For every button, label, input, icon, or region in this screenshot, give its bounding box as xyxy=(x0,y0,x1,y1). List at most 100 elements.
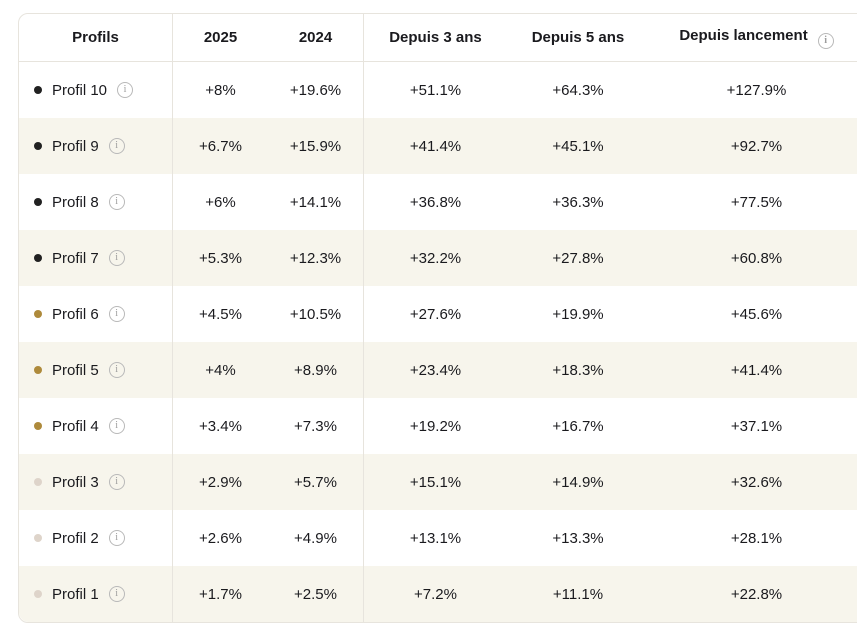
value-cell: +45.1% xyxy=(507,118,649,174)
value-cell: +18.3% xyxy=(507,342,649,398)
value-cell: +4.9% xyxy=(268,510,364,566)
profile-cell-content: Profil 5 i xyxy=(34,362,171,379)
value-cell: +60.8% xyxy=(649,230,857,286)
value-cell: +28.1% xyxy=(649,510,857,566)
value-cell: +4% xyxy=(173,342,268,398)
value-cell: +11.1% xyxy=(507,566,649,622)
column-header-2025: 2025 xyxy=(173,14,268,62)
profile-dot-icon xyxy=(34,590,42,598)
column-header-label: 2024 xyxy=(298,29,333,46)
profile-dot-icon xyxy=(34,366,42,374)
column-header-profils: Profils xyxy=(19,14,173,62)
profile-dot-icon xyxy=(34,198,42,206)
info-icon[interactable]: i xyxy=(108,250,125,266)
value-cell: +19.9% xyxy=(507,286,649,342)
value-cell: +1.7% xyxy=(173,566,268,622)
value-cell: +7.3% xyxy=(268,398,364,454)
info-icon[interactable]: i xyxy=(108,362,125,378)
value-cell: +19.6% xyxy=(268,62,364,118)
profile-label: Profil 8 xyxy=(52,193,99,211)
info-icon[interactable]: i xyxy=(108,474,125,490)
column-header-2024: 2024 xyxy=(268,14,364,62)
value-cell: +13.1% xyxy=(364,510,507,566)
value-cell: +2.6% xyxy=(173,510,268,566)
profile-label: Profil 1 xyxy=(52,585,99,603)
info-icon[interactable]: i xyxy=(108,418,125,434)
table-row: Profil 1 i +1.7% +2.5% +7.2% +11.1% +22.8% xyxy=(19,566,857,622)
value-cell: +92.7% xyxy=(649,118,857,174)
profile-cell: Profil 8 i xyxy=(19,174,173,230)
value-cell: +13.3% xyxy=(507,510,649,566)
header-row: Profils 2025 2024 Depuis 3 ans Depuis 5 ans D… xyxy=(19,14,857,62)
value-cell: +5.3% xyxy=(173,230,268,286)
profile-label: Profil 10 xyxy=(52,81,108,99)
info-icon[interactable]: i xyxy=(108,138,125,154)
column-header-depuis-5-ans: Depuis 5 ans xyxy=(507,14,649,62)
profile-dot-icon xyxy=(34,478,42,486)
profile-label: Profil 9 xyxy=(52,137,99,155)
profile-cell: Profil 10 i xyxy=(19,62,173,118)
profile-label: Profil 5 xyxy=(52,361,99,379)
value-cell: +15.1% xyxy=(364,454,507,510)
profile-label: Profil 4 xyxy=(52,417,99,435)
column-header-label: Depuis lancement xyxy=(679,26,808,44)
column-header-label: 2025 xyxy=(203,29,238,46)
profile-cell: Profil 3 i xyxy=(19,454,173,510)
info-icon[interactable]: i xyxy=(817,32,834,49)
value-cell: +37.1% xyxy=(649,398,857,454)
profile-dot-icon xyxy=(34,254,42,262)
profile-dot-icon xyxy=(34,534,42,542)
profile-label: Profil 3 xyxy=(52,473,99,491)
value-cell: +27.8% xyxy=(507,230,649,286)
value-cell: +7.2% xyxy=(364,566,507,622)
profile-cell: Profil 9 i xyxy=(19,118,173,174)
value-cell: +41.4% xyxy=(364,118,507,174)
profile-cell: Profil 5 i xyxy=(19,342,173,398)
profile-cell-content: Profil 2 i xyxy=(34,530,171,547)
profile-label: Profil 2 xyxy=(52,529,99,547)
table-body: Profil 10 i +8% +19.6% +51.1% +64.3% +127.9% Pr… xyxy=(19,62,857,622)
profile-cell: Profil 2 i xyxy=(19,510,173,566)
table-row: Profil 10 i +8% +19.6% +51.1% +64.3% +127.9% xyxy=(19,62,857,118)
profile-label: Profil 7 xyxy=(52,249,99,267)
profile-cell: Profil 6 i xyxy=(19,286,173,342)
profile-cell-content: Profil 10 i xyxy=(34,82,171,99)
value-cell: +2.9% xyxy=(173,454,268,510)
table-row: Profil 6 i +4.5% +10.5% +27.6% +19.9% +45.6% xyxy=(19,286,857,342)
value-cell: +14.1% xyxy=(268,174,364,230)
info-icon[interactable]: i xyxy=(108,530,125,546)
profile-cell-content: Profil 9 i xyxy=(34,138,171,155)
info-icon[interactable]: i xyxy=(108,194,125,210)
value-cell: +8% xyxy=(173,62,268,118)
value-cell: +77.5% xyxy=(649,174,857,230)
value-cell: +6% xyxy=(173,174,268,230)
info-icon[interactable]: i xyxy=(108,306,125,322)
value-cell: +16.7% xyxy=(507,398,649,454)
profile-cell-content: Profil 6 i xyxy=(34,306,171,323)
profile-cell-content: Profil 7 i xyxy=(34,250,171,267)
value-cell: +22.8% xyxy=(649,566,857,622)
info-icon[interactable]: i xyxy=(117,82,134,98)
info-icon[interactable]: i xyxy=(108,586,125,602)
table-row: Profil 5 i +4% +8.9% +23.4% +18.3% +41.4% xyxy=(19,342,857,398)
table-row: Profil 9 i +6.7% +15.9% +41.4% +45.1% +92.7% xyxy=(19,118,857,174)
value-cell: +10.5% xyxy=(268,286,364,342)
value-cell: +27.6% xyxy=(364,286,507,342)
column-header-depuis-3-ans: Depuis 3 ans xyxy=(364,14,507,62)
table-row: Profil 3 i +2.9% +5.7% +15.1% +14.9% +32.6% xyxy=(19,454,857,510)
profile-cell-content: Profil 4 i xyxy=(34,418,171,435)
value-cell: +5.7% xyxy=(268,454,364,510)
table-header: Profils 2025 2024 Depuis 3 ans Depuis 5 ans D… xyxy=(19,14,857,62)
profile-label: Profil 6 xyxy=(52,305,99,323)
value-cell: +36.3% xyxy=(507,174,649,230)
table-row: Profil 7 i +5.3% +12.3% +32.2% +27.8% +60.8% xyxy=(19,230,857,286)
value-cell: +41.4% xyxy=(649,342,857,398)
profile-cell-content: Profil 8 i xyxy=(34,194,171,211)
profile-dot-icon xyxy=(34,86,42,94)
value-cell: +51.1% xyxy=(364,62,507,118)
value-cell: +32.6% xyxy=(649,454,857,510)
performance-table-container: Profils 2025 2024 Depuis 3 ans Depuis 5 ans D… xyxy=(18,13,857,623)
profile-cell: Profil 4 i xyxy=(19,398,173,454)
profile-dot-icon xyxy=(34,422,42,430)
value-cell: +6.7% xyxy=(173,118,268,174)
